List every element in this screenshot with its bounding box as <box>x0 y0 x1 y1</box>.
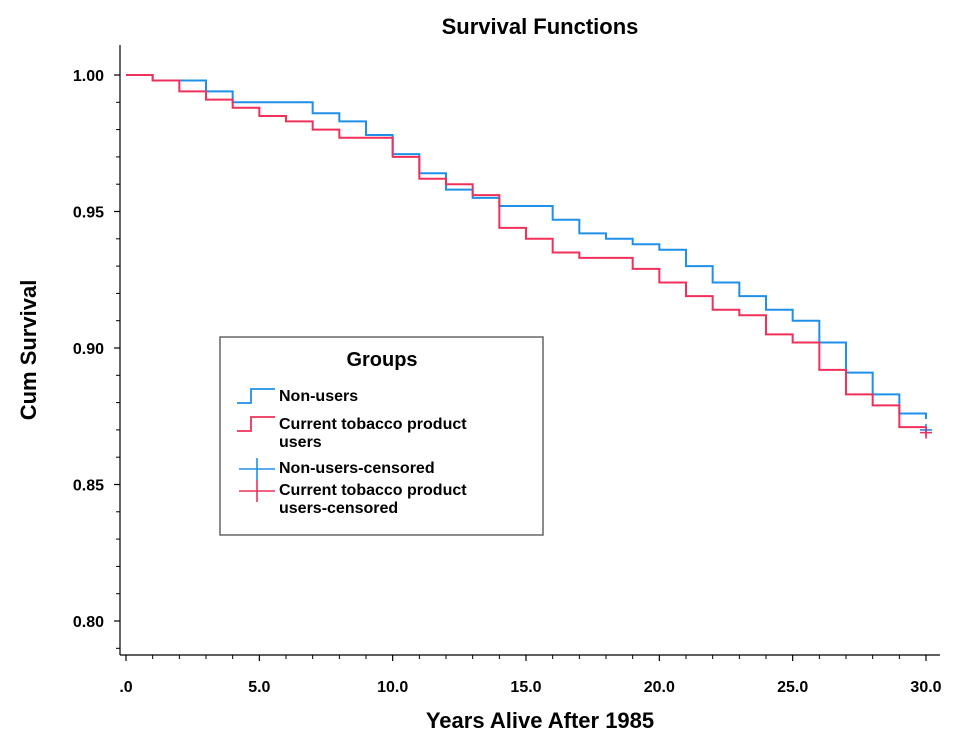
y-tick-label: 0.90 <box>73 341 104 358</box>
x-ticks: .0 5.0 10.0 15.0 20.0 25.0 30.0 <box>119 655 942 696</box>
legend-swatch-plus <box>239 458 275 480</box>
x-tick-label: 15.0 <box>510 679 541 696</box>
y-tick-label: 0.80 <box>73 614 104 631</box>
legend-label: users <box>279 434 322 451</box>
censored-marker <box>920 426 932 439</box>
chart-title: Survival Functions <box>442 14 639 39</box>
legend-label: Non-users-censored <box>279 460 435 477</box>
legend-entry: Non-users <box>237 388 358 405</box>
axes <box>119 45 940 656</box>
y-tick-label: 1.00 <box>73 68 104 85</box>
y-tick-label: 0.95 <box>73 205 104 222</box>
x-tick-label: .0 <box>119 679 132 696</box>
legend-label: Current tobacco product <box>279 482 467 499</box>
x-tick-label: 30.0 <box>910 679 941 696</box>
legend-swatch-step <box>237 416 275 432</box>
legend-label: Non-users <box>279 388 358 405</box>
x-tick-label: 10.0 <box>377 679 408 696</box>
legend-title: Groups <box>346 349 417 371</box>
legend-swatch-step <box>237 388 275 404</box>
x-tick-label: 5.0 <box>248 679 270 696</box>
legend-box <box>219 336 544 536</box>
y-tick-label: 0.85 <box>73 478 104 495</box>
legend-label: Current tobacco product <box>279 416 467 433</box>
x-axis-label: Years Alive After 1985 <box>426 708 654 733</box>
x-tick-label: 20.0 <box>644 679 675 696</box>
series-layer <box>126 74 927 433</box>
series-line-non-users <box>126 74 927 419</box>
x-tick-label: 25.0 <box>777 679 808 696</box>
legend-swatch-plus <box>239 480 275 502</box>
legend-label: users-censored <box>279 500 398 517</box>
series-line-current-tobacco-product-users <box>126 74 927 433</box>
y-axis-label: Cum Survival <box>16 280 41 421</box>
legend-entry: Non-users-censored <box>239 458 435 480</box>
y-ticks: 0.80 0.85 0.90 0.95 1.00 <box>73 68 120 649</box>
censor-layer <box>920 423 932 439</box>
